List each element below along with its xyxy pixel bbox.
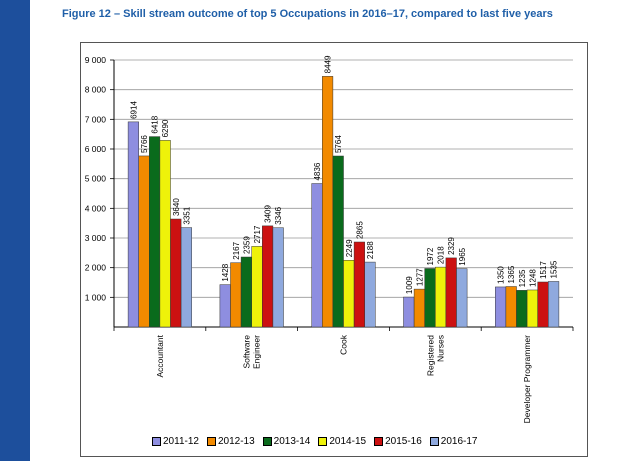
bar xyxy=(311,183,323,328)
data-label: 2359 xyxy=(242,236,251,254)
data-label: 8449 xyxy=(324,55,333,73)
bar xyxy=(424,268,436,328)
legend-label: 2011-12 xyxy=(163,436,199,447)
bar xyxy=(456,268,468,328)
bar xyxy=(516,290,528,328)
data-label: 1009 xyxy=(405,276,414,294)
legend-swatch xyxy=(262,437,272,446)
y-tick-label: 7 000 xyxy=(85,114,107,124)
y-tick-label: 2 000 xyxy=(85,263,107,273)
bar xyxy=(353,241,365,328)
y-tick-label: 6 000 xyxy=(85,144,107,154)
data-label: 2188 xyxy=(366,241,375,259)
legend-item: 2014-15 xyxy=(318,436,366,447)
category-label: Software xyxy=(242,335,252,369)
bar xyxy=(180,227,192,328)
legend-label: 2015-16 xyxy=(385,436,422,447)
bar xyxy=(322,76,334,328)
legend-label: 2012-13 xyxy=(217,436,255,447)
legend-swatch xyxy=(206,437,216,446)
bar xyxy=(332,155,344,328)
data-label: 1972 xyxy=(426,247,435,265)
bar xyxy=(505,286,517,328)
bar xyxy=(364,261,376,328)
legend-swatch xyxy=(429,437,439,446)
bar-chart: 1 000 2 000 3 000 4 000 5 000 6 000 7 000 8 000… xyxy=(85,55,574,424)
legend-item: 2013-14 xyxy=(262,436,311,447)
data-label: 1965 xyxy=(458,247,467,265)
legend-item: 2012-13 xyxy=(206,436,255,447)
bar xyxy=(149,136,161,328)
legend-item: 2011-12 xyxy=(152,436,199,447)
bar xyxy=(548,281,560,328)
bar xyxy=(159,140,171,328)
bar xyxy=(272,227,284,328)
data-label: 5764 xyxy=(334,135,343,153)
bar xyxy=(435,266,447,328)
data-label: 3409 xyxy=(264,205,273,223)
bar xyxy=(127,121,139,328)
bar xyxy=(495,286,507,328)
data-label: 1365 xyxy=(507,265,516,283)
data-label: 1517 xyxy=(539,261,548,279)
category-label: Accountant xyxy=(155,334,165,377)
y-tick-label: 3 000 xyxy=(85,233,107,243)
bar xyxy=(138,155,150,328)
chart-frame: 1 000 2 000 3 000 4 000 5 000 6 000 7 000 8 000… xyxy=(80,42,588,457)
legend-item: 2016-17 xyxy=(429,436,478,447)
side-accent-bar xyxy=(0,0,30,461)
data-label: 1535 xyxy=(550,260,559,278)
category-label: Engineer xyxy=(252,335,262,369)
data-label: 3640 xyxy=(172,198,181,216)
bar xyxy=(170,218,182,328)
y-tick-label: 1 000 xyxy=(85,292,107,302)
data-label: 1235 xyxy=(518,269,527,287)
category-label: Developer Programmer xyxy=(522,335,532,424)
bar xyxy=(537,281,549,328)
data-label: 1350 xyxy=(497,266,506,284)
data-label: 6290 xyxy=(161,119,170,137)
data-label: 2018 xyxy=(437,246,446,264)
data-label: 6418 xyxy=(151,115,160,133)
data-label: 3346 xyxy=(274,206,283,224)
y-tick-label: 8 000 xyxy=(85,85,107,95)
category-label: Nurses xyxy=(435,335,445,362)
data-label: 2167 xyxy=(232,241,241,259)
chart-legend: 2011-12 2012-13 2013-14 2014-15 2015-16 2016-… xyxy=(152,436,477,447)
bar xyxy=(445,257,457,328)
bar xyxy=(230,262,242,328)
category-label: Registered xyxy=(425,335,435,376)
data-label: 6914 xyxy=(129,101,138,119)
legend-label: 2014-15 xyxy=(329,436,367,447)
legend-swatch xyxy=(374,437,384,446)
y-tick-label: 4 000 xyxy=(85,203,107,213)
data-label: 3351 xyxy=(182,206,191,224)
bar xyxy=(219,284,231,328)
legend-swatch xyxy=(318,437,328,446)
category-label: Cook xyxy=(339,334,349,355)
bar xyxy=(403,296,415,328)
data-label: 2865 xyxy=(355,221,364,239)
legend-label: 2013-14 xyxy=(273,436,311,447)
data-label: 2329 xyxy=(447,237,456,255)
legend-item: 2015-16 xyxy=(374,436,422,447)
bar xyxy=(251,246,263,328)
bar xyxy=(262,225,274,328)
bar xyxy=(240,256,252,328)
data-label: 1428 xyxy=(221,263,230,281)
figure-title: Figure 12 – Skill stream outcome of top … xyxy=(62,8,553,20)
data-label: 4836 xyxy=(313,162,322,180)
legend-swatch xyxy=(152,437,161,446)
data-label: 1277 xyxy=(415,268,424,286)
y-tick-label: 5 000 xyxy=(85,174,107,184)
legend-label: 2016-17 xyxy=(440,436,478,447)
data-label: 2249 xyxy=(345,239,354,257)
data-label: 1248 xyxy=(528,269,537,287)
data-label: 5766 xyxy=(140,135,149,153)
bar xyxy=(413,288,425,328)
bar xyxy=(343,260,355,328)
y-tick-label: 9 000 xyxy=(85,55,107,65)
data-label: 2717 xyxy=(253,225,262,243)
bar xyxy=(526,289,538,328)
